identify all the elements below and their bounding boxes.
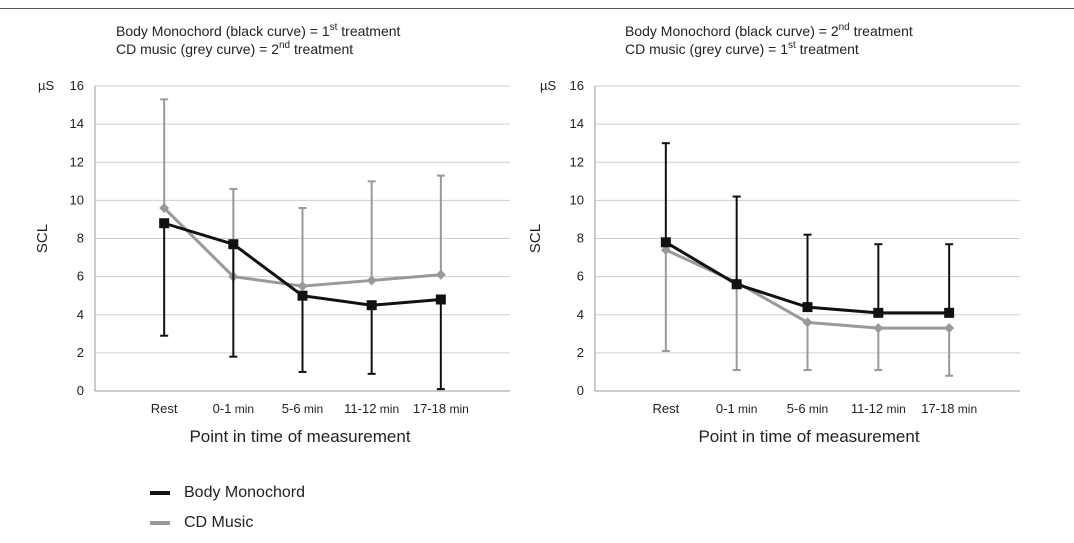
y-tick-label: 14	[70, 116, 84, 131]
y-unit-label: µS	[38, 78, 54, 93]
y-tick-label: 10	[70, 192, 84, 207]
data-point-cd-music	[435, 269, 446, 280]
x-tick-unit: min	[231, 402, 254, 416]
title-text: CD music (grey curve) = 2	[116, 41, 279, 57]
y-tick-label: 10	[570, 192, 584, 207]
title-superscript: st	[330, 22, 338, 33]
x-tick-label: 17-18 min	[413, 401, 469, 416]
y-tick-label: 2	[577, 345, 584, 360]
x-tick-value: 0-1	[716, 401, 735, 416]
x-tick-unit: min	[954, 402, 977, 416]
x-tick-label: Rest	[652, 401, 679, 416]
data-point-body-monochord	[660, 237, 671, 248]
chart-title-line: Body Monochord (black curve) = 1st treat…	[116, 22, 401, 39]
x-tick-label: 5-6 min	[282, 401, 323, 416]
x-tick-value: 5-6	[282, 401, 301, 416]
x-tick-label: 0-1 min	[213, 401, 254, 416]
data-point-body-monochord	[802, 302, 813, 313]
y-tick-label: 4	[77, 307, 84, 322]
title-superscript: nd	[839, 22, 850, 33]
scl-chart-second-session: Body Monochord (black curve) = 2nd treat…	[527, 22, 1020, 446]
data-point-body-monochord	[297, 290, 308, 301]
data-point-body-monochord	[228, 239, 239, 250]
title-text: CD music (grey curve) = 1	[625, 41, 788, 57]
x-tick-value: Rest	[652, 401, 679, 416]
data-point-body-monochord	[159, 218, 170, 229]
legend-label: Body Monochord	[184, 484, 305, 501]
x-tick-value: 17-18	[413, 401, 446, 416]
data-point-cd-music	[873, 323, 884, 334]
y-unit-label: µS	[540, 78, 556, 93]
y-tick-label: 6	[77, 269, 84, 284]
data-point-body-monochord	[873, 307, 884, 318]
x-tick-value: 0-1	[213, 401, 232, 416]
title-tail: treatment	[850, 23, 913, 39]
x-tick-label: 11-12 min	[344, 401, 399, 416]
data-point-cd-music	[159, 203, 170, 213]
x-tick-unit: min	[806, 402, 829, 416]
data-point-body-monochord	[366, 300, 377, 311]
x-tick-unit: min	[735, 402, 758, 416]
y-tick-label: 0	[77, 383, 84, 398]
title-tail: treatment	[290, 41, 353, 57]
chart-title-line: CD music (grey curve) = 2nd treatment	[116, 40, 353, 57]
chart-panel-left: Body Monochord (black curve) = 1st treat…	[20, 12, 510, 452]
x-tick-unit: min	[301, 402, 324, 416]
scl-chart-first-session: Body Monochord (black curve) = 1st treat…	[34, 22, 510, 446]
y-axis-label: SCL	[34, 224, 51, 253]
x-tick-unit: min	[446, 402, 469, 416]
data-point-cd-music	[366, 275, 377, 286]
chart-panel-right: Body Monochord (black curve) = 2nd treat…	[520, 12, 1020, 452]
x-tick-value: 5-6	[787, 401, 806, 416]
y-tick-label: 8	[577, 231, 584, 246]
legend-item-body-monochord: Body Monochord	[150, 478, 305, 508]
title-superscript: nd	[279, 40, 290, 51]
data-point-cd-music	[944, 323, 955, 334]
x-tick-label: 11-12 min	[851, 401, 906, 416]
y-tick-label: 16	[570, 78, 584, 93]
legend-label: CD Music	[184, 514, 254, 531]
data-point-body-monochord	[944, 307, 955, 318]
x-tick-label: 17-18 min	[921, 401, 977, 416]
x-tick-label: Rest	[151, 401, 178, 416]
x-tick-value: 17-18	[921, 401, 954, 416]
x-tick-unit: min	[883, 402, 906, 416]
data-point-cd-music	[297, 281, 308, 292]
y-tick-label: 12	[570, 154, 584, 169]
legend-item-cd-music: CD Music	[150, 508, 305, 538]
y-tick-label: 4	[577, 307, 584, 322]
x-axis-label: Point in time of measurement	[189, 427, 410, 446]
title-tail: treatment	[796, 41, 859, 57]
y-tick-label: 0	[577, 383, 584, 398]
x-tick-value: 11-12	[851, 401, 883, 416]
data-point-body-monochord	[731, 279, 742, 290]
legend-swatch-grey	[150, 521, 170, 525]
data-point-body-monochord	[435, 294, 446, 305]
x-axis-label: Point in time of measurement	[698, 427, 919, 446]
title-tail: treatment	[337, 23, 400, 39]
y-tick-label: 6	[577, 269, 584, 284]
chart-title-line: CD music (grey curve) = 1st treatment	[625, 40, 859, 57]
legend: Body Monochord CD Music	[150, 478, 305, 538]
x-tick-value: 11-12	[344, 401, 376, 416]
title-text: Body Monochord (black curve) = 1	[116, 23, 330, 39]
y-tick-label: 14	[570, 116, 584, 131]
y-tick-label: 16	[70, 78, 84, 93]
x-tick-label: 0-1 min	[716, 401, 757, 416]
y-tick-label: 2	[77, 345, 84, 360]
title-superscript: st	[788, 40, 796, 51]
x-tick-value: Rest	[151, 401, 178, 416]
data-point-cd-music	[660, 244, 671, 255]
title-text: Body Monochord (black curve) = 2	[625, 23, 839, 39]
legend-swatch-black	[150, 491, 170, 495]
y-tick-label: 12	[70, 154, 84, 169]
y-axis-label: SCL	[527, 224, 544, 253]
chart-title-line: Body Monochord (black curve) = 2nd treat…	[625, 22, 913, 39]
y-tick-label: 8	[77, 231, 84, 246]
data-point-cd-music	[802, 317, 813, 328]
top-rule	[0, 8, 1074, 9]
x-tick-unit: min	[376, 402, 399, 416]
x-tick-label: 5-6 min	[787, 401, 828, 416]
